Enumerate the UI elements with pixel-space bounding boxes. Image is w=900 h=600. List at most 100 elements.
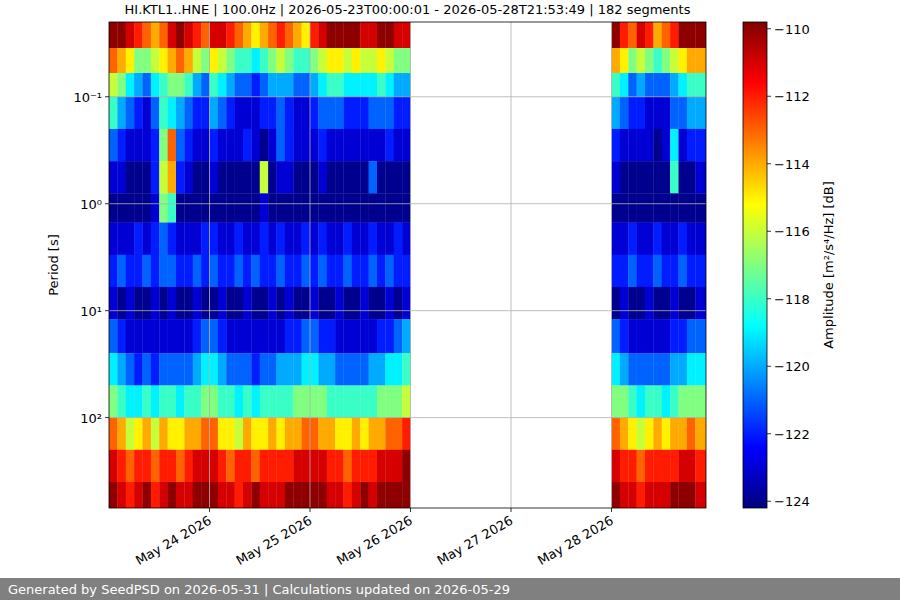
cell xyxy=(695,418,706,450)
cell xyxy=(184,161,193,193)
cell xyxy=(176,223,185,255)
cell xyxy=(168,353,177,385)
cell xyxy=(143,482,152,508)
cell xyxy=(218,161,227,193)
cell xyxy=(687,450,696,482)
cell xyxy=(210,97,219,129)
cell xyxy=(285,223,294,255)
cell xyxy=(344,255,353,287)
cell xyxy=(268,255,277,287)
cell xyxy=(277,482,286,508)
cell xyxy=(327,223,336,255)
cells xyxy=(109,22,706,508)
cell xyxy=(628,418,637,450)
cell xyxy=(184,450,193,482)
cell xyxy=(394,48,403,73)
cell xyxy=(260,255,269,287)
cell xyxy=(109,450,118,482)
cell xyxy=(251,129,260,161)
cell xyxy=(176,450,185,482)
cell xyxy=(126,161,135,193)
cell xyxy=(695,22,706,48)
cell xyxy=(679,287,688,319)
cell xyxy=(201,223,210,255)
cell xyxy=(327,450,336,482)
cell xyxy=(243,73,252,97)
cell xyxy=(645,161,654,193)
cell xyxy=(277,223,286,255)
cell xyxy=(260,287,269,319)
cell xyxy=(687,223,696,255)
cell xyxy=(285,385,294,417)
cell xyxy=(377,287,386,319)
cell xyxy=(293,97,302,129)
cell xyxy=(360,73,369,97)
cell xyxy=(277,22,286,48)
cell xyxy=(318,255,327,287)
cell xyxy=(310,97,319,129)
cell xyxy=(670,482,679,508)
x-tick xyxy=(511,508,512,512)
cell xyxy=(268,161,277,193)
cell xyxy=(310,129,319,161)
cell xyxy=(243,450,252,482)
cell xyxy=(109,73,118,97)
cell xyxy=(628,22,637,48)
cell xyxy=(369,22,378,48)
cell xyxy=(218,223,227,255)
cell xyxy=(251,22,260,48)
cell xyxy=(117,97,126,129)
cell xyxy=(310,482,319,508)
cell xyxy=(352,418,361,450)
cell xyxy=(210,319,219,353)
cell xyxy=(151,193,160,222)
cell xyxy=(385,129,394,161)
cell xyxy=(645,255,654,287)
cell xyxy=(695,287,706,319)
cell xyxy=(176,482,185,508)
cell xyxy=(277,353,286,385)
grid-line xyxy=(511,22,512,508)
cell xyxy=(126,73,135,97)
cell xyxy=(402,73,411,97)
cell xyxy=(235,450,244,482)
cell xyxy=(637,418,646,450)
cell xyxy=(628,129,637,161)
cell xyxy=(394,22,403,48)
plot-frame xyxy=(109,22,706,508)
cell xyxy=(687,385,696,417)
cell xyxy=(193,482,202,508)
cell xyxy=(662,73,671,97)
cell xyxy=(327,193,336,222)
cell xyxy=(243,353,252,385)
cell xyxy=(310,450,319,482)
cell xyxy=(159,161,168,193)
cell xyxy=(226,97,235,129)
cell xyxy=(679,129,688,161)
cell xyxy=(268,193,277,222)
y-tick xyxy=(105,96,109,97)
cell xyxy=(670,161,679,193)
cell xyxy=(695,482,706,508)
grid-line xyxy=(109,417,706,418)
cell xyxy=(612,223,621,255)
cell xyxy=(653,319,662,353)
cell xyxy=(620,97,629,129)
cell xyxy=(620,48,629,73)
cell xyxy=(201,193,210,222)
cell xyxy=(109,129,118,161)
cell xyxy=(394,418,403,450)
cell xyxy=(126,353,135,385)
cell xyxy=(184,482,193,508)
cell xyxy=(653,450,662,482)
cell xyxy=(260,97,269,129)
cell xyxy=(277,450,286,482)
cell xyxy=(126,319,135,353)
cell xyxy=(369,353,378,385)
cell xyxy=(302,450,311,482)
cell xyxy=(235,193,244,222)
cell xyxy=(670,97,679,129)
cell xyxy=(402,385,411,417)
cell xyxy=(168,48,177,73)
cell xyxy=(285,193,294,222)
